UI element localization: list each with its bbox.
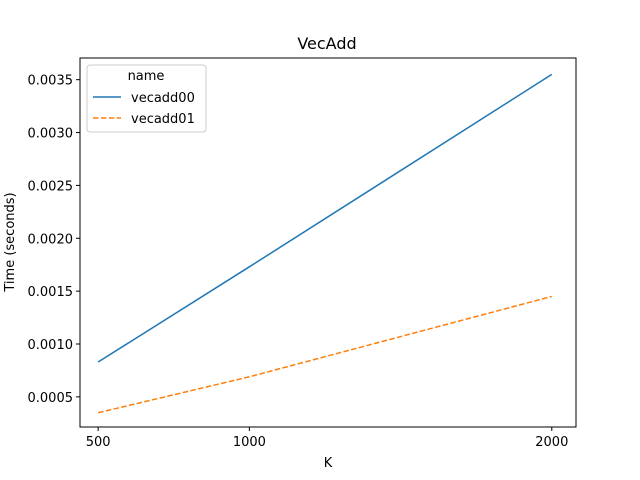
x-tick-label: 2000: [535, 435, 568, 450]
plot-area: [97, 73, 553, 414]
y-tick-label: 0.0015: [28, 285, 74, 300]
legend-box: [86, 64, 207, 133]
axes-frame: [79, 57, 577, 428]
y-tick-label: 0.0035: [28, 74, 74, 89]
y-tick-label: 0.0010: [28, 338, 74, 353]
y-axis: 0.0005 0.0010 0.0015 0.0020 0.0025 0.0030 0.00…: [28, 74, 80, 406]
legend: name vecadd00 vecadd01: [86, 64, 207, 133]
series-line-vecadd01: [97, 295, 552, 414]
x-axis: 500 1000 2000: [86, 427, 568, 450]
y-axis-label: Time (seconds): [3, 192, 18, 292]
y-tick-label: 0.0030: [28, 127, 74, 142]
legend-title: name: [128, 69, 165, 84]
series-line-vecadd00: [97, 73, 553, 363]
x-axis-label: K: [324, 456, 333, 471]
chart-title: VecAdd: [297, 34, 356, 53]
x-tick-label: 500: [86, 435, 111, 450]
legend-label-vecadd00: vecadd00: [131, 91, 195, 106]
legend-label-vecadd01: vecadd01: [131, 112, 195, 127]
x-tick-label: 1000: [233, 435, 266, 450]
y-tick-label: 0.0020: [28, 232, 74, 247]
y-tick-label: 0.0025: [28, 179, 74, 194]
y-tick-label: 0.0005: [28, 391, 74, 406]
